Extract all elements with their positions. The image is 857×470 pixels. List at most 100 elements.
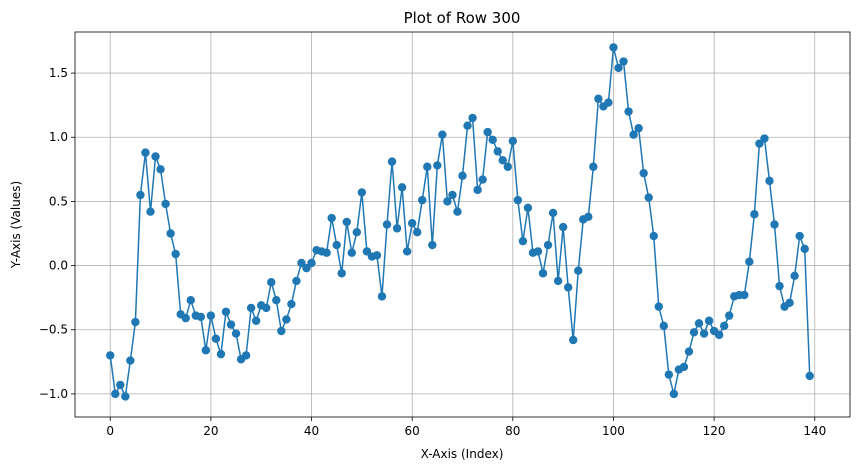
y-tick-label: −0.5 [39,323,68,337]
data-point [387,157,397,166]
data-point [694,319,704,328]
data-point [594,94,603,103]
data-point [624,107,633,116]
data-point [267,278,276,287]
data-point [106,351,115,360]
data-point [654,302,663,311]
data-point [805,371,814,381]
data-point [523,203,533,213]
x-tick-label: 40 [304,424,319,438]
data-point [166,229,175,238]
data-point [161,199,170,209]
data-point [211,334,221,343]
data-point [589,162,598,171]
data-point [116,380,125,390]
data-series [106,43,814,401]
data-point [392,224,402,233]
data-point [684,347,694,356]
data-point [503,162,512,171]
data-point [518,236,528,246]
data-point [151,152,160,161]
data-point [553,276,563,286]
data-point [302,263,311,273]
data-point [438,130,447,139]
data-point [332,240,341,250]
data-point [614,63,623,73]
data-point [216,349,226,359]
data-point [226,320,236,329]
data-point [513,195,523,205]
data-point [463,121,472,130]
data-point [428,240,437,250]
data-point [322,248,331,257]
y-tick-label: 1.5 [49,66,68,80]
data-point [770,220,779,229]
data-point [418,195,427,205]
x-tick-label: 120 [703,424,726,438]
chart-title: Plot of Row 300 [404,9,521,27]
x-axis-label: X-Axis (Index) [421,447,504,461]
data-point [609,43,618,52]
data-point [634,124,643,133]
data-point [287,299,296,309]
data-point [231,329,241,338]
data-point [493,147,502,156]
data-point [704,316,714,325]
data-point [448,190,457,200]
data-point [397,183,407,192]
data-point [649,231,658,241]
data-point [282,315,291,324]
data-point [548,208,558,218]
data-point [478,175,487,184]
grid [75,32,850,417]
data-point [402,247,412,256]
data-point [659,321,668,331]
data-point [543,240,553,250]
data-point [669,389,679,399]
data-point [357,188,367,197]
data-point [241,351,251,360]
data-point [433,161,442,170]
data-point [488,135,497,144]
data-point [221,307,231,316]
data-point [382,220,392,229]
data-point [413,228,422,237]
data-point [297,258,306,268]
data-point [689,328,699,337]
data-point [775,281,784,291]
data-point [121,392,130,401]
data-point [136,190,145,200]
data-point [508,136,518,146]
data-point [307,258,316,268]
data-point [262,303,271,313]
data-point [372,251,382,260]
data-point [453,207,462,216]
data-point [790,271,799,281]
data-point [347,248,356,257]
data-point [423,162,432,171]
data-point [498,156,507,165]
data-point [126,356,135,365]
data-point [629,130,638,139]
x-tick-label: 0 [106,424,114,438]
data-point [785,298,794,307]
data-point [664,370,674,379]
data-point [644,193,653,202]
data-point [483,127,492,137]
y-tick-label: 1.0 [49,130,68,144]
y-tick-label: −1.0 [39,387,68,401]
data-point [755,139,764,148]
data-point [146,207,155,216]
data-point [246,303,256,313]
data-point [362,247,372,256]
data-point [186,296,195,305]
data-point [574,266,583,275]
data-point [800,244,809,254]
data-point [760,134,769,143]
data-point [327,213,336,223]
x-tick-label: 80 [505,424,520,438]
data-point [795,231,804,241]
data-point [377,292,387,301]
data-point [181,313,190,323]
